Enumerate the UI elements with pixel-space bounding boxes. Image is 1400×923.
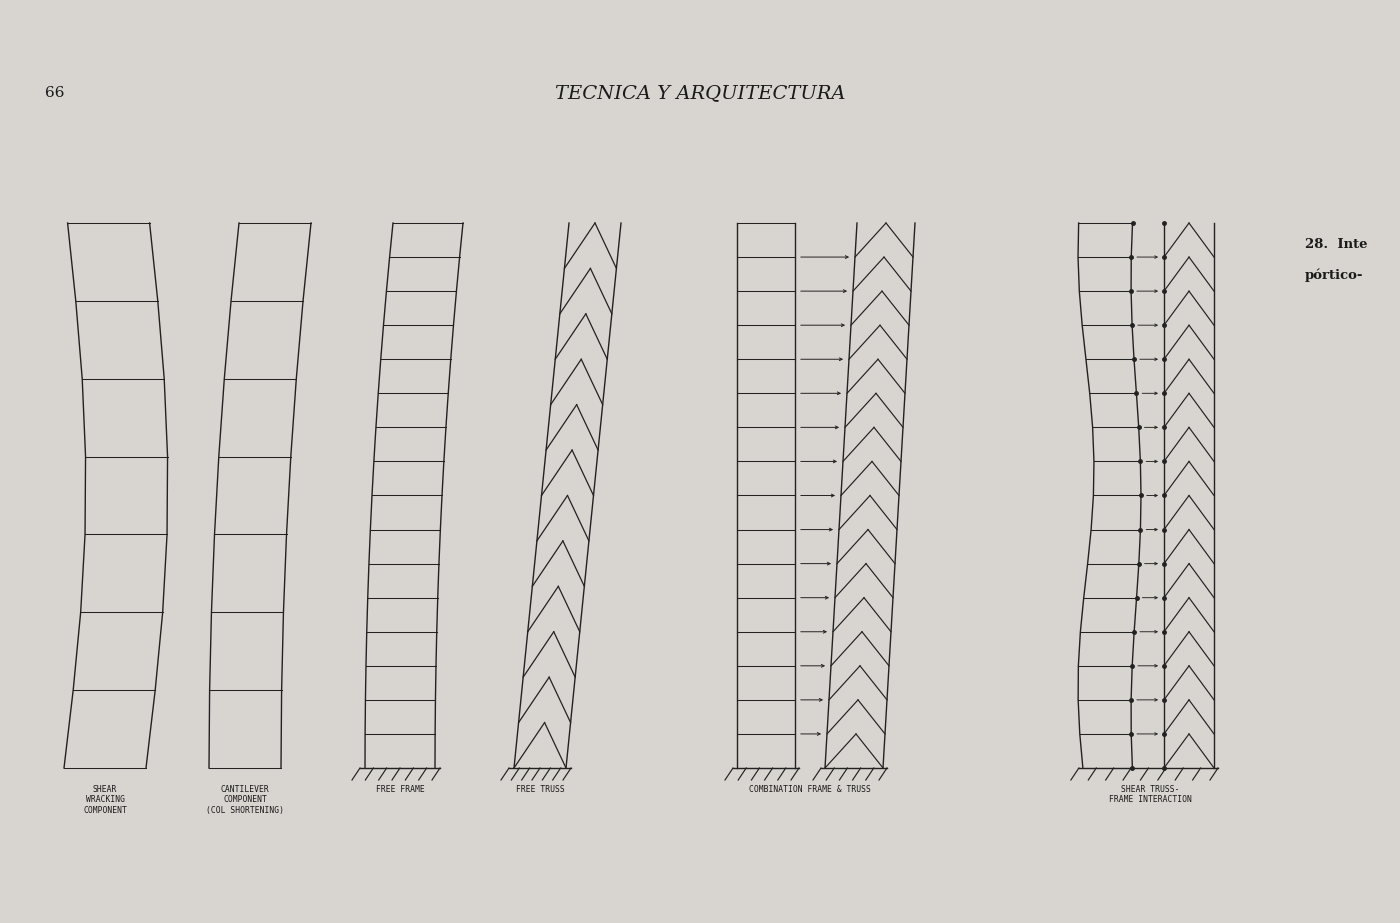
Text: TECNICA Y ARQUITECTURA: TECNICA Y ARQUITECTURA xyxy=(554,84,846,102)
Text: FREE FRAME: FREE FRAME xyxy=(375,785,424,794)
Text: pórtico-: pórtico- xyxy=(1305,268,1364,282)
Text: 66: 66 xyxy=(45,86,64,100)
Text: SHEAR
WRACKING
COMPONENT: SHEAR WRACKING COMPONENT xyxy=(83,785,127,815)
Text: SHEAR TRUSS-
FRAME INTERACTION: SHEAR TRUSS- FRAME INTERACTION xyxy=(1109,785,1191,805)
Text: FREE TRUSS: FREE TRUSS xyxy=(515,785,564,794)
Text: COMBINATION FRAME & TRUSS: COMBINATION FRAME & TRUSS xyxy=(749,785,871,794)
Text: 28.  Inte: 28. Inte xyxy=(1305,238,1368,251)
Text: CANTILEVER
COMPONENT
(COL SHORTENING): CANTILEVER COMPONENT (COL SHORTENING) xyxy=(206,785,284,815)
